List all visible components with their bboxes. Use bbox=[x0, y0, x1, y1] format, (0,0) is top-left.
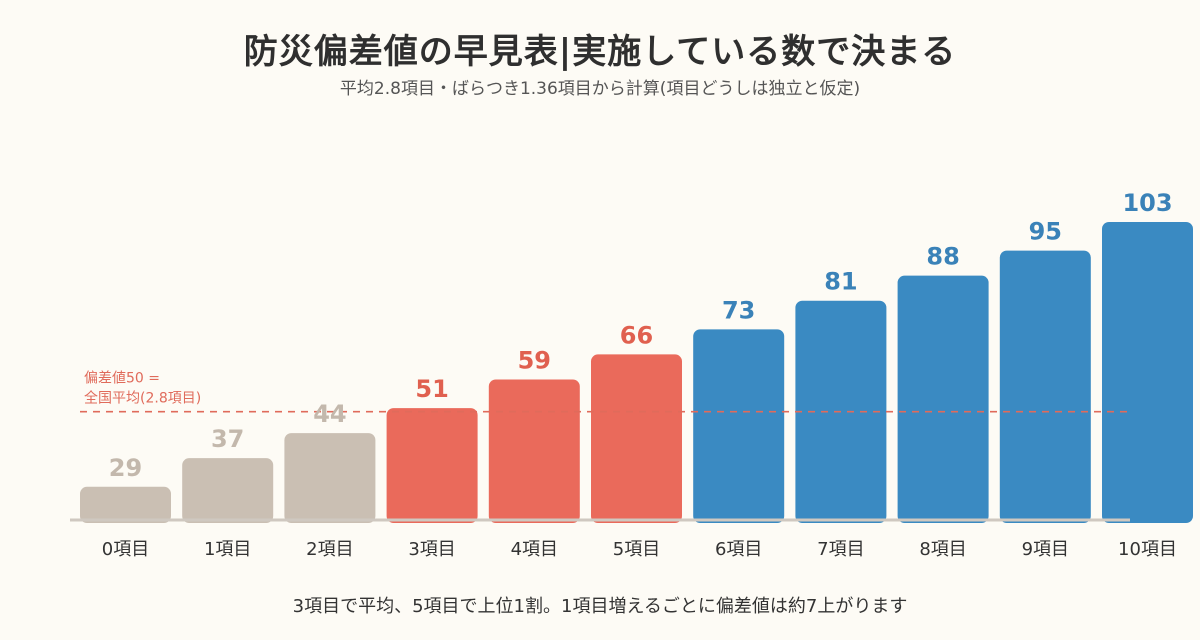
value-labels-group: 29 37 44 51 59 66 73 81 88 95 103 bbox=[109, 189, 1173, 482]
value-label-5: 66 bbox=[620, 321, 653, 349]
reference-label-line2: 全国平均(2.8項目) bbox=[84, 390, 201, 407]
chart-subtitle: 平均2.8項目・ばらつき1.36項目から計算(項目どうしは独立と仮定) bbox=[339, 79, 861, 99]
tick-labels-group: 0項目 1項目 2項目 3項目 4項目 5項目 6項目 7項目 8項目 9項目 10項目 bbox=[102, 539, 1177, 560]
value-label-9: 95 bbox=[1029, 218, 1062, 246]
bar-4 bbox=[488, 379, 580, 523]
value-label-0: 29 bbox=[109, 454, 142, 482]
reference-label-line1: 偏差値50 = bbox=[84, 371, 160, 387]
tick-label-5: 5項目 bbox=[613, 539, 660, 560]
value-label-7: 81 bbox=[824, 268, 857, 296]
tick-label-3: 3項目 bbox=[408, 539, 455, 560]
bar-3 bbox=[386, 408, 478, 523]
tick-label-6: 6項目 bbox=[715, 539, 762, 560]
tick-label-9: 9項目 bbox=[1022, 539, 1069, 560]
value-label-6: 73 bbox=[722, 296, 755, 324]
chart-footnote: 3項目で平均、5項目で上位1割。1項目増えるごとに偏差値は約7上がります bbox=[292, 596, 908, 617]
bar-9 bbox=[999, 250, 1091, 523]
value-label-8: 88 bbox=[926, 243, 959, 271]
value-label-4: 59 bbox=[518, 346, 551, 374]
tick-label-4: 4項目 bbox=[511, 539, 558, 560]
bars-group bbox=[80, 222, 1193, 523]
tick-label-7: 7項目 bbox=[817, 539, 864, 560]
bar-0 bbox=[80, 486, 171, 523]
value-label-1: 37 bbox=[211, 425, 244, 453]
bar-5 bbox=[591, 354, 682, 523]
tick-label-2: 2項目 bbox=[306, 539, 353, 560]
tick-label-0: 0項目 bbox=[102, 539, 149, 560]
bar-6 bbox=[693, 329, 785, 523]
chart-title: 防災偏差値の早見表|実施している数で決まる bbox=[243, 32, 957, 72]
bar-2 bbox=[284, 433, 376, 523]
bar-8 bbox=[897, 275, 989, 523]
value-label-2: 44 bbox=[313, 400, 346, 428]
value-label-10: 103 bbox=[1122, 189, 1172, 217]
tick-label-1: 1項目 bbox=[204, 539, 251, 560]
bar-10 bbox=[1102, 222, 1193, 523]
tick-label-8: 8項目 bbox=[919, 539, 966, 560]
value-label-3: 51 bbox=[415, 375, 448, 403]
tick-label-10: 10項目 bbox=[1118, 539, 1177, 560]
bar-1 bbox=[182, 458, 274, 523]
